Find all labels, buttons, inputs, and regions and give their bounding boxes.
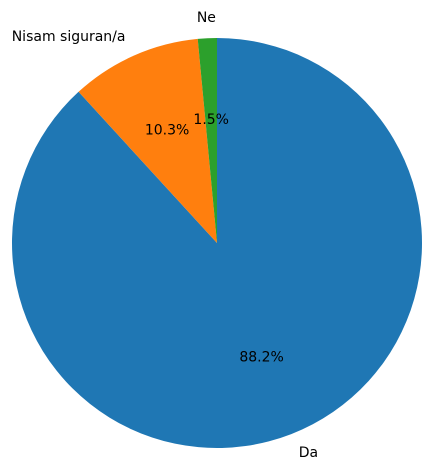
slice-label-da: Da — [299, 445, 318, 461]
slice-label-ne: Ne — [197, 10, 216, 26]
slice-percent-nisam-siguran-a: 10.3% — [145, 123, 189, 139]
slice-percent-ne: 1.5% — [193, 112, 229, 128]
pie-slice-nisam-siguran-a — [78, 38, 217, 244]
slice-percent-da: 88.2% — [239, 350, 283, 366]
pie-slice-ne — [197, 38, 217, 243]
pie-slice-da — [11, 38, 422, 449]
slice-label-nisam-siguran-a: Nisam siguran/a — [12, 29, 126, 45]
